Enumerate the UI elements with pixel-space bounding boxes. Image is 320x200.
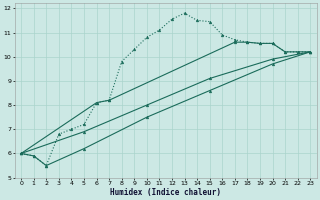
- X-axis label: Humidex (Indice chaleur): Humidex (Indice chaleur): [110, 188, 221, 197]
